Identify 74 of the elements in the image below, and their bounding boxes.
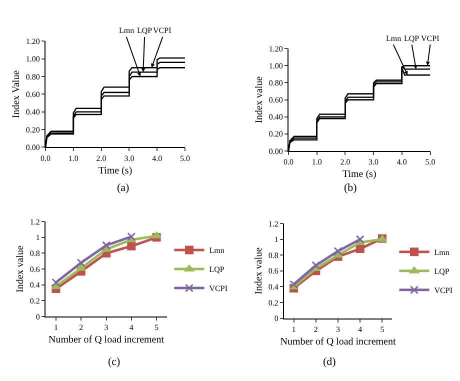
x-axis-title: Number of Q load increment bbox=[48, 334, 164, 346]
y-axis-title: Index Value bbox=[10, 70, 22, 118]
y-tick-label: 1.00 bbox=[268, 61, 283, 70]
text: (d) bbox=[323, 356, 336, 368]
y-tick-label: 1 bbox=[274, 235, 278, 244]
legend-label: LQP bbox=[209, 265, 225, 274]
y-tick-label: 0.80 bbox=[268, 78, 283, 88]
annotation: LQP bbox=[404, 34, 420, 43]
x-tick-label: 2.0 bbox=[340, 158, 350, 167]
text: (b) bbox=[344, 182, 358, 194]
y-tick-label: 0.40 bbox=[26, 108, 40, 117]
annotation: VCPI bbox=[421, 34, 440, 43]
x-tick-label: 4.0 bbox=[152, 154, 162, 163]
y-tick-label: 0.2 bbox=[30, 296, 40, 306]
y-tick-label: 1.2 bbox=[268, 219, 278, 228]
x-tick-label: 5.0 bbox=[425, 158, 436, 167]
x-axis-title: Time (s) bbox=[98, 165, 132, 176]
y-tick-label: 1.20 bbox=[268, 44, 283, 54]
legend-label: VCPI bbox=[434, 286, 453, 296]
legend-label: Lmn bbox=[209, 246, 224, 256]
y-tick-label: 0.40 bbox=[268, 112, 283, 122]
x-tick-label: 1.0 bbox=[312, 158, 322, 167]
x-tick-label: 4.0 bbox=[396, 158, 407, 167]
y-axis-title: Index value bbox=[253, 246, 264, 294]
x-tick-label: 4 bbox=[129, 323, 134, 332]
x-tick-label: 2 bbox=[79, 323, 84, 332]
y-tick-label: 0.4 bbox=[268, 282, 278, 292]
y-tick-label: 1.20 bbox=[26, 37, 40, 46]
x-tick-label: 1 bbox=[54, 323, 58, 332]
x-tick-label: 2.0 bbox=[96, 154, 106, 163]
x-tick-label: 5 bbox=[380, 324, 384, 334]
y-tick-label: 0.60 bbox=[26, 90, 40, 100]
y-tick-label: 0.20 bbox=[268, 130, 283, 139]
y-tick-label: 1 bbox=[36, 233, 40, 242]
legend-label: VCPI bbox=[209, 284, 228, 294]
x-tick-label: 3.0 bbox=[368, 158, 379, 167]
annotation: LQP bbox=[137, 26, 153, 35]
y-tick-label: 0.4 bbox=[30, 280, 40, 290]
y-tick-label: 0.80 bbox=[26, 72, 40, 82]
legend-label: Lmn bbox=[434, 248, 450, 258]
legend-label: LQP bbox=[434, 267, 450, 276]
x-tick-label: 3 bbox=[336, 324, 340, 334]
x-tick-label: 1.0 bbox=[68, 154, 78, 163]
x-tick-label: 0.0 bbox=[40, 154, 50, 163]
y-tick-label: 0.6 bbox=[30, 264, 40, 274]
y-tick-label: 1.00 bbox=[26, 54, 40, 64]
y-tick-label: 0 bbox=[36, 312, 40, 322]
x-tick-label: 3.0 bbox=[124, 154, 134, 163]
y-tick-label: 1.2 bbox=[30, 217, 40, 226]
y-tick-label: 0.8 bbox=[30, 249, 40, 258]
x-tick-label: 0.0 bbox=[284, 158, 294, 167]
x-tick-label: 2 bbox=[314, 324, 318, 334]
text: (a) bbox=[117, 182, 130, 194]
y-tick-label: 0.60 bbox=[268, 96, 283, 105]
y-tick-label: 0.2 bbox=[268, 298, 278, 308]
x-tick-label: 4 bbox=[358, 324, 362, 334]
annotation: Lmn bbox=[386, 34, 402, 43]
y-axis-title: Index value bbox=[14, 245, 26, 293]
y-tick-label: 0.6 bbox=[268, 266, 278, 276]
y-tick-label: 0 bbox=[274, 314, 278, 324]
x-tick-label: 5 bbox=[154, 323, 159, 332]
y-tick-label: 0.00 bbox=[26, 143, 40, 152]
x-tick-label: 1 bbox=[292, 324, 296, 334]
y-tick-label: 0.20 bbox=[26, 125, 40, 134]
x-axis-title: Time (s) bbox=[342, 169, 376, 180]
annotation: Lmn bbox=[119, 26, 134, 35]
x-tick-label: 3 bbox=[104, 323, 108, 332]
text: (c) bbox=[108, 356, 121, 368]
x-axis-title: Number of Q load increment bbox=[280, 336, 396, 348]
y-tick-label: 0.00 bbox=[268, 146, 283, 156]
x-tick-label: 5.0 bbox=[180, 154, 190, 163]
y-tick-label: 0.8 bbox=[268, 250, 278, 260]
y-axis-title: Index value bbox=[254, 76, 265, 124]
annotation: VCPI bbox=[153, 26, 172, 35]
